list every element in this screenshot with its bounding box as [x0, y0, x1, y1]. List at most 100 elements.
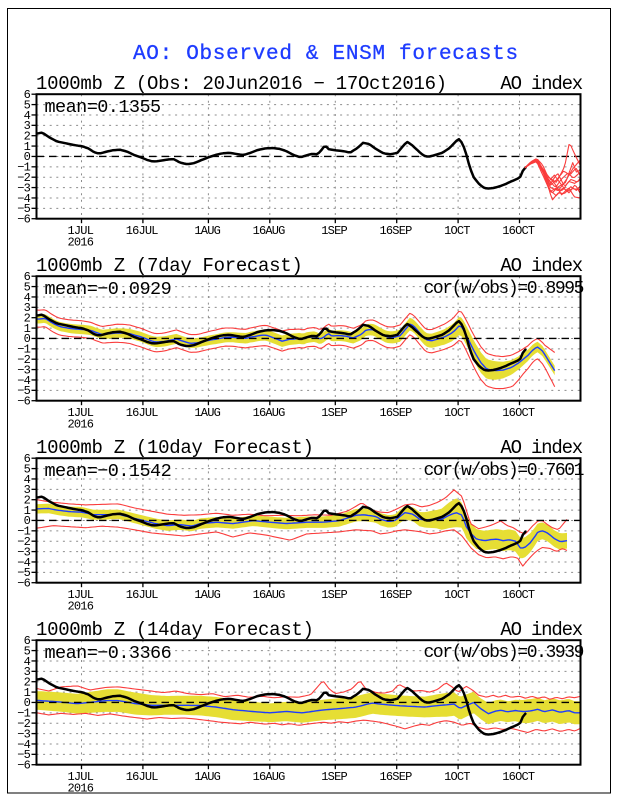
svg-text:1OCT: 1OCT — [444, 588, 470, 602]
svg-text:1JUL: 1JUL — [67, 406, 93, 420]
svg-text:4: 4 — [24, 291, 31, 305]
svg-text:5: 5 — [24, 98, 31, 112]
svg-text:−3: −3 — [17, 727, 30, 741]
svg-text:mean=−0.0929: mean=−0.0929 — [45, 279, 172, 300]
svg-text:2016: 2016 — [67, 417, 93, 431]
svg-text:1SEP: 1SEP — [321, 588, 347, 602]
svg-text:cor(w/obs)=0.8995: cor(w/obs)=0.8995 — [424, 279, 584, 299]
svg-text:16AUG: 16AUG — [253, 770, 286, 784]
svg-text:1000mb Z (7day Forecast): 1000mb Z (7day Forecast) — [36, 255, 302, 277]
svg-text:16JUL: 16JUL — [126, 224, 159, 238]
svg-text:−6: −6 — [17, 395, 30, 409]
svg-text:1JUL: 1JUL — [67, 770, 93, 784]
svg-text:1JUL: 1JUL — [67, 224, 93, 238]
svg-text:16JUL: 16JUL — [126, 588, 159, 602]
svg-text:1SEP: 1SEP — [321, 770, 347, 784]
svg-text:−2: −2 — [17, 353, 30, 367]
svg-text:AO index: AO index — [500, 437, 582, 459]
svg-text:mean=−0.3366: mean=−0.3366 — [45, 643, 172, 664]
svg-text:1000mb Z (Obs: 20Jun2016 − 17O: 1000mb Z (Obs: 20Jun2016 − 17Oct2016) — [36, 73, 447, 95]
svg-text:−5: −5 — [17, 566, 30, 580]
svg-text:AO: Observed & ENSM forecasts: AO: Observed & ENSM forecasts — [133, 43, 519, 66]
svg-text:4: 4 — [24, 655, 31, 669]
svg-text:1AUG: 1AUG — [194, 224, 220, 238]
svg-text:16SEP: 16SEP — [379, 224, 412, 238]
svg-text:−1: −1 — [17, 343, 30, 357]
svg-text:−6: −6 — [17, 759, 30, 773]
svg-text:AO index: AO index — [500, 619, 582, 641]
svg-text:1: 1 — [24, 504, 31, 518]
svg-text:4: 4 — [24, 473, 31, 487]
svg-text:1SEP: 1SEP — [321, 406, 347, 420]
svg-text:1OCT: 1OCT — [444, 406, 470, 420]
svg-text:2016: 2016 — [67, 599, 93, 613]
svg-text:16AUG: 16AUG — [253, 224, 286, 238]
svg-text:5: 5 — [24, 462, 31, 476]
svg-text:6: 6 — [24, 88, 31, 102]
svg-text:3: 3 — [24, 665, 31, 679]
svg-text:cor(w/obs)=0.7601: cor(w/obs)=0.7601 — [424, 461, 584, 481]
svg-text:6: 6 — [24, 452, 31, 466]
svg-text:−2: −2 — [17, 535, 30, 549]
svg-text:16OCT: 16OCT — [502, 224, 535, 238]
svg-text:1000mb Z (14day Forecast): 1000mb Z (14day Forecast) — [36, 619, 314, 641]
svg-text:−5: −5 — [17, 384, 30, 398]
svg-text:16OCT: 16OCT — [502, 406, 535, 420]
svg-text:0: 0 — [24, 332, 31, 346]
svg-text:−2: −2 — [17, 717, 30, 731]
svg-text:16SEP: 16SEP — [379, 588, 412, 602]
svg-text:−1: −1 — [17, 161, 30, 175]
svg-text:mean=−0.1542: mean=−0.1542 — [45, 461, 172, 482]
svg-text:16JUL: 16JUL — [126, 406, 159, 420]
svg-text:1: 1 — [24, 140, 31, 154]
svg-text:cor(w/obs)=0.3939: cor(w/obs)=0.3939 — [424, 643, 584, 663]
svg-text:2016: 2016 — [67, 235, 93, 249]
svg-text:1OCT: 1OCT — [444, 770, 470, 784]
svg-text:5: 5 — [24, 644, 31, 658]
svg-text:AO index: AO index — [500, 73, 582, 95]
svg-text:16JUL: 16JUL — [126, 770, 159, 784]
svg-text:16SEP: 16SEP — [379, 770, 412, 784]
svg-text:2: 2 — [24, 130, 31, 144]
svg-text:16AUG: 16AUG — [253, 588, 286, 602]
svg-text:−4: −4 — [17, 374, 30, 388]
svg-text:−6: −6 — [17, 577, 30, 591]
svg-text:2: 2 — [24, 312, 31, 326]
svg-text:mean=0.1355: mean=0.1355 — [45, 97, 161, 118]
svg-text:2: 2 — [24, 494, 31, 508]
svg-text:5: 5 — [24, 280, 31, 294]
svg-text:6: 6 — [24, 270, 31, 284]
svg-text:2016: 2016 — [67, 781, 93, 795]
svg-text:1000mb Z (10day Forecast): 1000mb Z (10day Forecast) — [36, 437, 314, 459]
svg-text:0: 0 — [24, 150, 31, 164]
svg-text:AO index: AO index — [500, 255, 582, 277]
svg-text:16OCT: 16OCT — [502, 588, 535, 602]
svg-text:3: 3 — [24, 119, 31, 133]
svg-text:−2: −2 — [17, 171, 30, 185]
svg-text:−4: −4 — [17, 192, 30, 206]
svg-text:1: 1 — [24, 686, 31, 700]
svg-text:−4: −4 — [17, 738, 30, 752]
svg-text:1SEP: 1SEP — [321, 224, 347, 238]
svg-text:0: 0 — [24, 514, 31, 528]
svg-text:−1: −1 — [17, 525, 30, 539]
svg-text:−3: −3 — [17, 545, 30, 559]
svg-text:3: 3 — [24, 483, 31, 497]
svg-text:2: 2 — [24, 676, 31, 690]
svg-text:6: 6 — [24, 634, 31, 648]
svg-text:−5: −5 — [17, 748, 30, 762]
svg-text:−3: −3 — [17, 181, 30, 195]
svg-text:−1: −1 — [17, 707, 30, 721]
svg-text:1AUG: 1AUG — [194, 770, 220, 784]
svg-text:3: 3 — [24, 301, 31, 315]
svg-text:16AUG: 16AUG — [253, 406, 286, 420]
svg-text:16SEP: 16SEP — [379, 406, 412, 420]
svg-text:−6: −6 — [17, 213, 30, 227]
svg-text:4: 4 — [24, 109, 31, 123]
svg-text:1AUG: 1AUG — [194, 588, 220, 602]
svg-text:1AUG: 1AUG — [194, 406, 220, 420]
svg-text:−4: −4 — [17, 556, 30, 570]
svg-text:1OCT: 1OCT — [444, 224, 470, 238]
svg-text:1JUL: 1JUL — [67, 588, 93, 602]
svg-text:−3: −3 — [17, 363, 30, 377]
